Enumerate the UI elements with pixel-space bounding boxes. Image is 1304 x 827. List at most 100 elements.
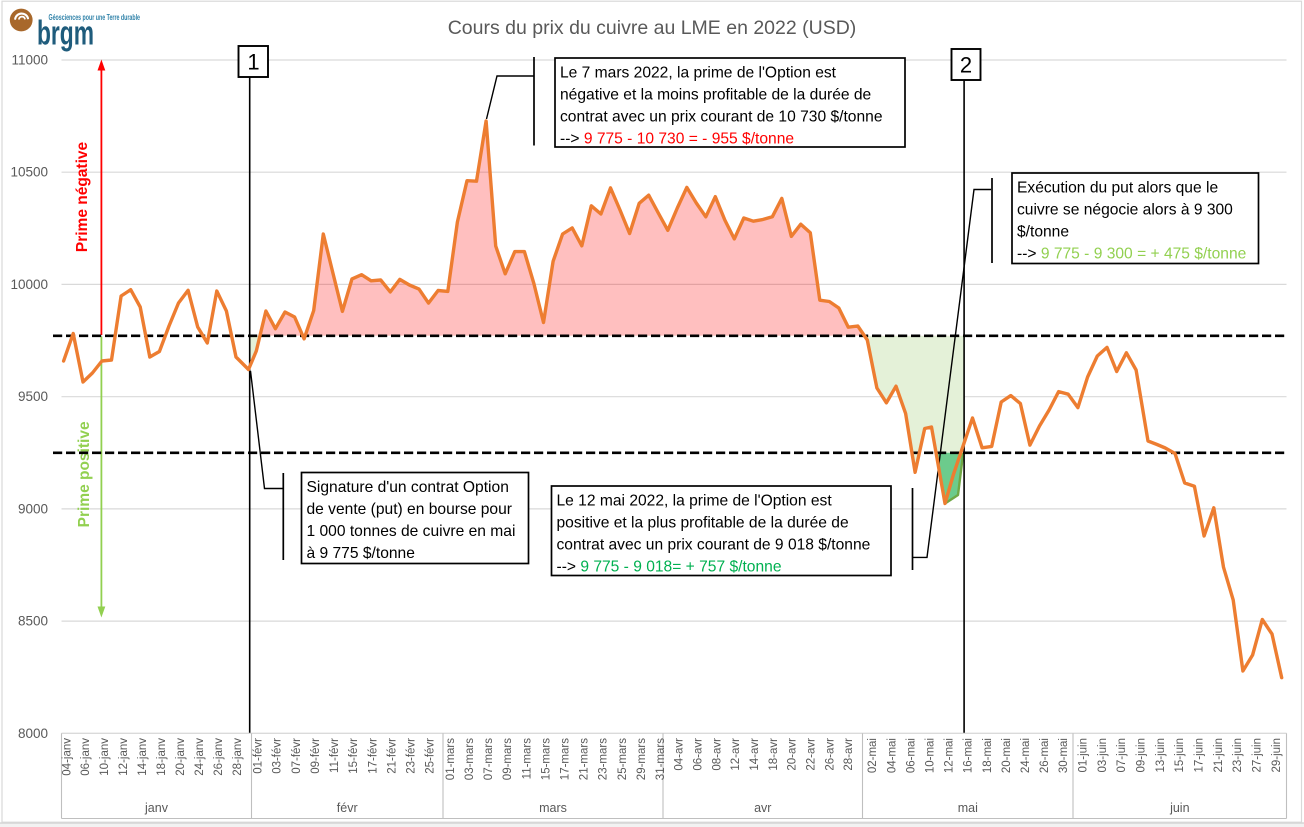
- svg-text:févr: févr: [337, 801, 358, 815]
- svg-text:mai: mai: [958, 801, 978, 815]
- svg-text:22-avr: 22-avr: [806, 738, 818, 771]
- svg-text:04-avr: 04-avr: [674, 738, 686, 771]
- svg-text:20-janv: 20-janv: [175, 738, 187, 776]
- svg-text:15-mars: 15-mars: [540, 738, 552, 780]
- svg-text:10-mai: 10-mai: [925, 738, 937, 773]
- svg-text:--> 9 775 - 10 730 = - 955 $/t: --> 9 775 - 10 730 = - 955 $/tonne: [560, 131, 794, 148]
- svg-text:21-juin: 21-juin: [1213, 738, 1225, 773]
- svg-text:03-mars: 03-mars: [464, 738, 476, 780]
- svg-text:17-mars: 17-mars: [560, 738, 572, 780]
- svg-text:avr: avr: [754, 801, 771, 815]
- svg-text:28-janv: 28-janv: [232, 738, 244, 776]
- svg-text:09-mars: 09-mars: [502, 738, 514, 780]
- svg-text:15-févr: 15-févr: [348, 738, 360, 774]
- svg-text:18-avr: 18-avr: [768, 738, 780, 771]
- svg-text:Géosciences pour une Terre dur: Géosciences pour une Terre durable: [49, 12, 141, 22]
- svg-text:07-févr: 07-févr: [291, 738, 303, 774]
- svg-text:01-févr: 01-févr: [253, 738, 265, 774]
- svg-text:11-févr: 11-févr: [329, 738, 341, 773]
- svg-text:28-avr: 28-avr: [843, 738, 855, 771]
- svg-text:mars: mars: [539, 801, 567, 815]
- svg-text:1 000 tonnes de cuivre en mai: 1 000 tonnes de cuivre en mai: [307, 523, 516, 540]
- svg-text:Exécution du put alors que le: Exécution du put alors que le: [1017, 180, 1218, 197]
- svg-text:08-avr: 08-avr: [711, 738, 723, 771]
- svg-text:09-févr: 09-févr: [310, 738, 322, 774]
- svg-text:30-mai: 30-mai: [1058, 738, 1070, 773]
- svg-text:brgm: brgm: [37, 15, 94, 53]
- svg-text:17-févr: 17-févr: [367, 738, 379, 774]
- svg-text:02-mai: 02-mai: [867, 738, 879, 773]
- svg-text:26-mai: 26-mai: [1039, 738, 1051, 773]
- svg-text:$/tonne: $/tonne: [1017, 224, 1069, 241]
- svg-text:8500: 8500: [18, 614, 48, 629]
- svg-text:24-janv: 24-janv: [194, 738, 206, 776]
- svg-text:27-juin: 27-juin: [1252, 738, 1264, 773]
- svg-text:contrat avec un prix courant d: contrat avec un prix courant de 9 018 $/…: [557, 537, 871, 554]
- svg-text:contrat avec un prix courant d: contrat avec un prix courant de 10 730 $…: [560, 109, 883, 126]
- svg-text:11-mars: 11-mars: [521, 738, 533, 780]
- svg-text:20-mai: 20-mai: [1001, 738, 1013, 773]
- svg-text:09-juin: 09-juin: [1136, 738, 1148, 773]
- svg-text:10500: 10500: [10, 165, 48, 180]
- svg-text:positive et la plus profitable: positive et la plus profitable de la dur…: [557, 515, 849, 532]
- svg-text:04-mai: 04-mai: [886, 738, 898, 773]
- svg-text:cuivre se négocie alors à 9 30: cuivre se négocie alors à 9 300: [1017, 202, 1233, 219]
- svg-text:25-mars: 25-mars: [617, 738, 629, 780]
- svg-text:Le 7 mars 2022, la prime de l': Le 7 mars 2022, la prime de l'Option est: [560, 65, 837, 82]
- svg-text:01-juin: 01-juin: [1077, 738, 1089, 773]
- svg-text:janv: janv: [144, 801, 169, 815]
- svg-text:14-janv: 14-janv: [137, 738, 149, 776]
- svg-text:03-juin: 03-juin: [1097, 738, 1109, 773]
- svg-text:1: 1: [247, 50, 259, 75]
- svg-text:Signature d'un contrat Option: Signature d'un contrat Option: [307, 479, 509, 496]
- svg-text:11000: 11000: [11, 53, 48, 68]
- svg-text:Prime négative: Prime négative: [74, 141, 91, 252]
- svg-text:01-mars: 01-mars: [445, 738, 457, 780]
- svg-text:21-mars: 21-mars: [579, 738, 591, 780]
- svg-text:25-févr: 25-févr: [425, 738, 437, 774]
- svg-text:04-janv: 04-janv: [61, 738, 73, 776]
- svg-text:14-avr: 14-avr: [749, 738, 761, 771]
- svg-text:23-mars: 23-mars: [598, 738, 610, 780]
- svg-text:07-mars: 07-mars: [483, 738, 495, 780]
- svg-text:23-juin: 23-juin: [1232, 738, 1244, 773]
- svg-text:--> 9 775 - 9 018= + 757 $/ton: --> 9 775 - 9 018= + 757 $/tonne: [557, 559, 782, 576]
- svg-text:13-juin: 13-juin: [1155, 738, 1167, 773]
- svg-text:Le 12 mai 2022, la prime de l': Le 12 mai 2022, la prime de l'Option est: [557, 493, 833, 510]
- svg-text:8000: 8000: [18, 726, 48, 741]
- svg-text:21-févr: 21-févr: [386, 738, 398, 774]
- svg-text:06-avr: 06-avr: [693, 738, 705, 771]
- svg-text:Prime positive: Prime positive: [76, 421, 93, 527]
- svg-text:06-mai: 06-mai: [905, 738, 917, 773]
- svg-text:03-févr: 03-févr: [272, 738, 284, 774]
- svg-text:31-mars: 31-mars: [655, 738, 667, 780]
- svg-text:16-mai: 16-mai: [963, 738, 975, 773]
- svg-text:négative et la moins profitabl: négative et la moins profitable de la du…: [560, 87, 871, 104]
- svg-text:Cours du prix du cuivre au LME: Cours du prix du cuivre au LME en 2022 (…: [448, 17, 857, 39]
- svg-text:9500: 9500: [18, 389, 48, 404]
- svg-text:12-mai: 12-mai: [944, 738, 956, 773]
- svg-text:24-mai: 24-mai: [1020, 738, 1032, 773]
- svg-text:10000: 10000: [10, 277, 48, 292]
- svg-text:23-févr: 23-févr: [406, 738, 418, 774]
- svg-text:12-avr: 12-avr: [730, 738, 742, 771]
- svg-text:18-janv: 18-janv: [156, 738, 168, 776]
- svg-text:15-juin: 15-juin: [1174, 738, 1186, 773]
- svg-text:9000: 9000: [18, 501, 48, 516]
- svg-text:20-avr: 20-avr: [787, 738, 799, 771]
- svg-text:29-juin: 29-juin: [1271, 738, 1283, 773]
- svg-text:--> 9 775 - 9 300 = + 475 $/to: --> 9 775 - 9 300 = + 475 $/tonne: [1017, 246, 1246, 263]
- svg-text:18-mai: 18-mai: [982, 738, 994, 773]
- svg-text:de vente (put) en bourse pour: de vente (put) en bourse pour: [307, 501, 512, 518]
- svg-text:17-juin: 17-juin: [1194, 738, 1206, 773]
- svg-text:26-avr: 26-avr: [824, 738, 836, 771]
- svg-text:12-janv: 12-janv: [118, 738, 130, 776]
- svg-text:2: 2: [960, 53, 972, 78]
- svg-text:10-janv: 10-janv: [99, 738, 111, 776]
- svg-text:29-mars: 29-mars: [636, 738, 648, 780]
- svg-text:06-janv: 06-janv: [80, 738, 92, 776]
- svg-text:07-juin: 07-juin: [1116, 738, 1128, 773]
- svg-text:à 9 775 $/tonne: à 9 775 $/tonne: [307, 545, 415, 562]
- svg-text:juin: juin: [1169, 801, 1190, 815]
- svg-text:26-janv: 26-janv: [213, 738, 225, 776]
